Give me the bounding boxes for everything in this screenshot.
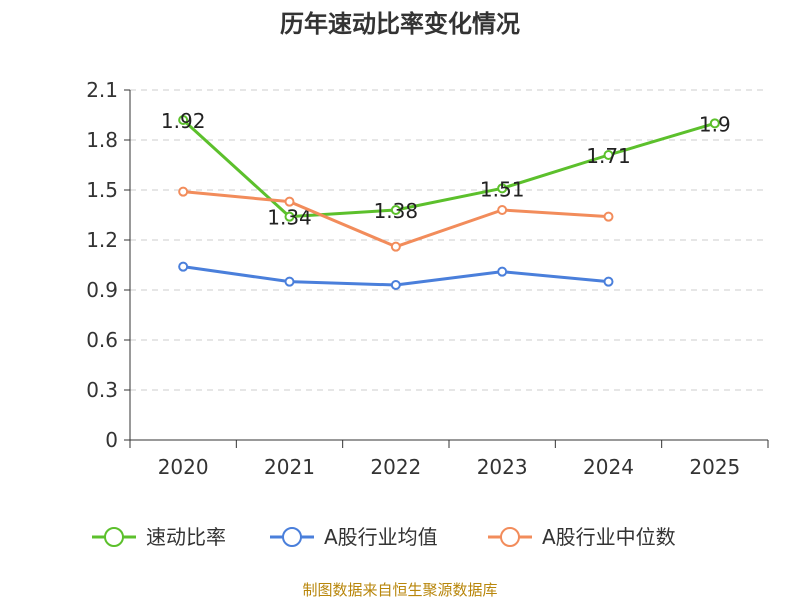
y-tick-label-1: 0.3 [86, 378, 118, 402]
source-note: 制图数据来自恒生聚源数据库 [302, 581, 497, 599]
legend-item-0: 速动比率 [92, 525, 226, 549]
data-label-2020: 1.92 [161, 109, 206, 133]
data-label-2022: 1.38 [374, 199, 419, 223]
point-2-2020 [178, 186, 189, 197]
data-label-2024: 1.71 [586, 144, 631, 168]
y-tick-label-3: 0.9 [86, 278, 118, 302]
chart-title: 历年速动比率变化情况 [280, 10, 520, 38]
x-tick-label-2023: 2023 [477, 455, 528, 479]
legend-marker-1 [282, 527, 302, 547]
legend-label-0: 速动比率 [146, 525, 226, 549]
axes: 0 0.3 0.6 0.9 1.2 1.5 1.8 2.1 2020 2021 2022 2023 20… [86, 78, 769, 479]
point-0-2025 [709, 118, 720, 129]
series-2 [178, 186, 614, 252]
series-group: 1.92 1.34 1.38 1.51 1.71 1.9 [161, 109, 731, 290]
y-tick-label-4: 1.2 [86, 228, 118, 252]
y-tick-label-5: 1.5 [86, 178, 118, 202]
data-label-2021: 1.34 [267, 206, 312, 230]
point-1-2023 [497, 266, 508, 277]
x-tick-label-2025: 2025 [689, 455, 740, 479]
point-2-2021 [284, 196, 295, 207]
legend-item-1: A股行业均值 [270, 525, 438, 549]
point-0-2021 [284, 211, 295, 222]
x-tick-label-2021: 2021 [264, 455, 315, 479]
data-label-2025: 1.9 [699, 112, 731, 136]
series-0: 1.92 1.34 1.38 1.51 1.71 1.9 [161, 109, 731, 230]
x-tick-label-2024: 2024 [583, 455, 634, 479]
point-1-2022 [390, 280, 401, 290]
y-tick-label-2: 0.6 [86, 328, 118, 352]
legend-marker-0 [104, 527, 124, 547]
legend-marker-2 [500, 527, 520, 547]
point-0-2020 [178, 115, 189, 125]
y-tick-label-7: 2.1 [86, 78, 118, 102]
x-tick-label-2020: 2020 [158, 455, 209, 479]
point-0-2024 [603, 150, 614, 160]
point-2-2023 [497, 205, 508, 215]
point-2-2022 [390, 241, 401, 252]
point-1-2020 [178, 261, 189, 272]
legend-label-1: A股行业均值 [324, 525, 438, 549]
x-tick-label-2022: 2022 [370, 455, 421, 479]
legend-item-2: A股行业中位数 [488, 525, 676, 549]
series-1 [178, 261, 614, 290]
point-2-2024 [603, 211, 614, 222]
legend: 速动比率 A股行业均值 A股行业中位数 [92, 525, 676, 549]
data-label-2023: 1.51 [480, 177, 525, 201]
y-tick-label-6: 1.8 [86, 128, 118, 152]
point-1-2024 [603, 276, 614, 287]
point-1-2021 [284, 276, 295, 287]
legend-label-2: A股行业中位数 [542, 525, 676, 549]
series-line-0 [182, 118, 716, 219]
y-tick-label-0: 0 [105, 428, 118, 452]
point-0-2023 [497, 183, 508, 194]
point-0-2022 [390, 205, 401, 215]
